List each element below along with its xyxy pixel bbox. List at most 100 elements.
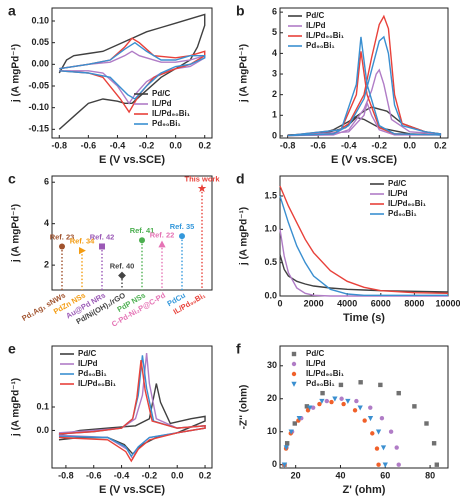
legend-label: IL/Pd (388, 189, 408, 198)
legend-swatch (291, 361, 297, 367)
y-axis-label: j (A mgPd⁻¹) (11, 44, 22, 103)
marker (374, 446, 380, 451)
y-tick-label: 1.0 (264, 224, 277, 234)
legend-swatch (291, 371, 297, 377)
point-label: Ref. 41 (130, 226, 155, 235)
point-label: This work (184, 174, 220, 183)
legend-label: IL/Pd₉₀Bi₁ (388, 199, 427, 208)
y-tick-label: 2 (272, 89, 277, 99)
plot-frame (51, 345, 213, 469)
x-tick-label: -0.8 (52, 140, 68, 150)
marker (396, 390, 401, 396)
y-tick-label: -0.10 (28, 102, 49, 112)
point-label: Ref. 22 (150, 230, 175, 239)
legend-label: Pd₉₀Bi₁ (306, 379, 335, 388)
marker (380, 445, 387, 451)
x-tick-label: 60 (380, 470, 390, 480)
series-line (279, 195, 448, 297)
y-tick-label: -0.05 (28, 80, 49, 90)
panel-label: c (8, 171, 16, 187)
marker (283, 445, 289, 451)
marker (118, 271, 126, 280)
legend-label: IL/Pd₉₀Bi₁ (306, 31, 345, 40)
legend-label: Pd₉₀Bi₁ (306, 41, 335, 50)
marker (284, 441, 290, 446)
y-axis-label: -Z'' (ohm) (239, 385, 250, 430)
plot-frame (279, 345, 449, 469)
y-tick-label: 0.5 (264, 257, 277, 267)
legend-label: IL/Pd₉₀Bi₁ (306, 369, 345, 378)
panel-label: e (8, 341, 16, 357)
y-tick-label: 0.1 (36, 401, 49, 411)
marker (139, 237, 145, 244)
marker (345, 398, 351, 404)
marker (339, 396, 344, 401)
series-line (59, 37, 206, 114)
y-tick-label: 4 (272, 48, 277, 58)
marker (320, 390, 325, 396)
series-line (58, 13, 206, 130)
plot-frame (279, 175, 449, 297)
legend-label: IL/Pd (306, 359, 326, 368)
y-tick-label: 6 (44, 177, 49, 187)
marker (317, 401, 322, 407)
marker (352, 408, 358, 413)
marker (376, 462, 381, 467)
x-tick-label: 0 (277, 298, 282, 308)
y-tick-label: 20 (267, 393, 277, 403)
legend-label: Pd/C (306, 349, 324, 358)
marker (388, 429, 394, 434)
legend-swatch (291, 351, 297, 357)
x-tick-label: 0.2 (199, 470, 212, 480)
x-tick-label: -0.8 (280, 140, 296, 150)
y-tick-label: 0 (272, 130, 277, 140)
point-label: Ref. 35 (170, 222, 195, 231)
legend-label: IL/Pd₉₀Bi₁ (78, 379, 117, 388)
x-tick-label: 0.0 (169, 140, 182, 150)
marker (332, 396, 338, 402)
marker (341, 401, 346, 407)
series-line (279, 185, 449, 295)
x-tick-label: 10000 (435, 298, 460, 308)
x-axis-label: E (V vs.SCE) (99, 484, 165, 496)
marker (307, 405, 313, 411)
y-tick-label: -0.15 (28, 124, 49, 134)
panel-label: b (236, 3, 245, 19)
legend-label: Pd/C (388, 179, 406, 188)
marker (367, 416, 374, 422)
x-tick-label: 80 (425, 470, 435, 480)
marker (296, 416, 302, 422)
y-tick-label: 3 (272, 68, 277, 78)
series-line (58, 359, 206, 463)
y-tick-label: 0.0 (36, 425, 49, 435)
marker (396, 462, 401, 467)
panel-label: a (8, 3, 16, 19)
series-line (287, 14, 442, 137)
plot-frame (279, 7, 449, 139)
marker (310, 405, 316, 410)
y-tick-label: 6 (272, 7, 277, 17)
y-axis-label: j (A mgPd⁻¹) (11, 378, 22, 437)
marker (357, 405, 363, 411)
marker (59, 243, 65, 250)
marker (368, 405, 373, 410)
y-tick-label: 0.0 (264, 290, 277, 300)
x-tick-label: -0.2 (142, 470, 158, 480)
x-tick-label: 0.0 (404, 140, 417, 150)
y-tick-label: 5 (272, 27, 277, 37)
y-tick-label: 1 (272, 110, 277, 120)
plot-frame (51, 7, 213, 139)
x-tick-label: -0.2 (372, 140, 388, 150)
y-tick-label: 2 (44, 260, 49, 270)
y-tick-label: 0 (272, 459, 277, 469)
x-tick-label: -0.6 (81, 140, 97, 150)
marker (434, 462, 439, 467)
marker (370, 431, 375, 436)
y-tick-label: 30 (267, 360, 277, 370)
y-tick-label: 1.5 (264, 190, 277, 200)
x-tick-label: 0.0 (171, 470, 184, 480)
x-tick-label: 6000 (371, 298, 391, 308)
x-tick-label: -0.8 (58, 470, 74, 480)
legend-label: IL/Pd (78, 359, 98, 368)
x-tick-label: -0.6 (86, 470, 102, 480)
